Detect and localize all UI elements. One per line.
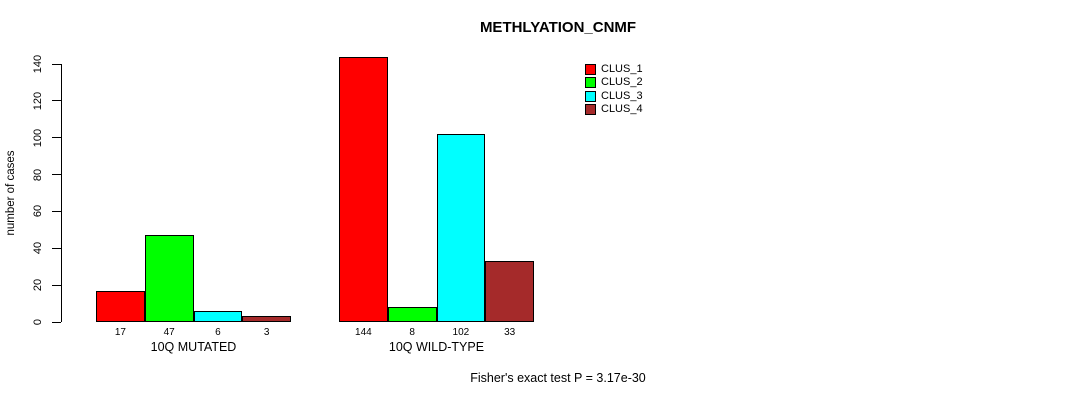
legend-item-clus_3: CLUS_3 <box>585 90 643 103</box>
bar-value-label: 8 <box>409 327 415 338</box>
legend-label: CLUS_4 <box>601 103 643 116</box>
legend-swatch <box>585 64 596 76</box>
legend-label: CLUS_1 <box>601 63 643 76</box>
y-tick-label: 140 <box>32 54 44 74</box>
bar-value-label: 102 <box>452 327 470 338</box>
legend: CLUS_1 CLUS_2 CLUS_3 CLUS_4 <box>585 63 643 116</box>
bar-value-label: 3 <box>263 327 270 338</box>
y-tick-label: 100 <box>32 128 44 147</box>
legend-label: CLUS_3 <box>601 89 643 102</box>
y-tick-label: 0 <box>32 318 44 326</box>
y-tick-label: 80 <box>32 168 44 181</box>
y-tick-mark <box>52 137 61 139</box>
legend-item-clus_1: CLUS_1 <box>585 63 643 76</box>
stat-test-note: Fisher's exact test P = 3.17e-30 <box>470 371 646 385</box>
y-tick-mark <box>52 100 61 102</box>
bar-clus_1-10q-mutated <box>96 290 145 322</box>
bar-clus_3-10q-mutated <box>193 310 243 322</box>
legend-swatch <box>585 104 596 116</box>
y-tick-mark <box>52 210 61 212</box>
legend-item-clus_4: CLUS_4 <box>585 103 643 116</box>
y-tick-mark <box>52 247 61 249</box>
bar-value-label: 17 <box>114 327 126 338</box>
bar-clus_1-10q-wild-type <box>339 56 388 322</box>
y-axis-line <box>61 64 62 322</box>
bar-clus_4-10q-mutated <box>242 316 291 322</box>
y-tick-label: 60 <box>32 205 44 218</box>
legend-swatch <box>585 90 596 102</box>
x-group-label: 10Q MUTATED <box>150 340 237 354</box>
y-tick-mark <box>52 174 61 176</box>
legend-swatch <box>585 77 596 89</box>
legend-label: CLUS_2 <box>601 76 643 89</box>
legend-item-clus_2: CLUS_2 <box>585 76 643 89</box>
bar-value-label: 33 <box>504 327 516 338</box>
y-axis-title: number of cases <box>5 150 17 236</box>
y-tick-label: 120 <box>32 91 44 111</box>
bar-value-label: 47 <box>163 327 175 338</box>
y-tick-mark <box>52 284 61 286</box>
bar-value-label: 144 <box>355 327 372 338</box>
y-tick-mark <box>52 63 61 65</box>
bar-value-label: 6 <box>215 327 221 338</box>
bar-clus_2-10q-wild-type <box>387 307 437 322</box>
bar-clus_4-10q-wild-type <box>485 261 534 322</box>
y-tick-mark <box>52 321 61 323</box>
y-tick-label: 20 <box>32 279 44 292</box>
bar-clus_2-10q-mutated <box>144 235 194 322</box>
x-group-label: 10Q WILD-TYPE <box>388 340 485 354</box>
chart-title: METHLYATION_CNMF <box>479 19 637 36</box>
y-tick-label: 40 <box>32 242 44 255</box>
bar-clus_3-10q-wild-type <box>436 134 486 322</box>
